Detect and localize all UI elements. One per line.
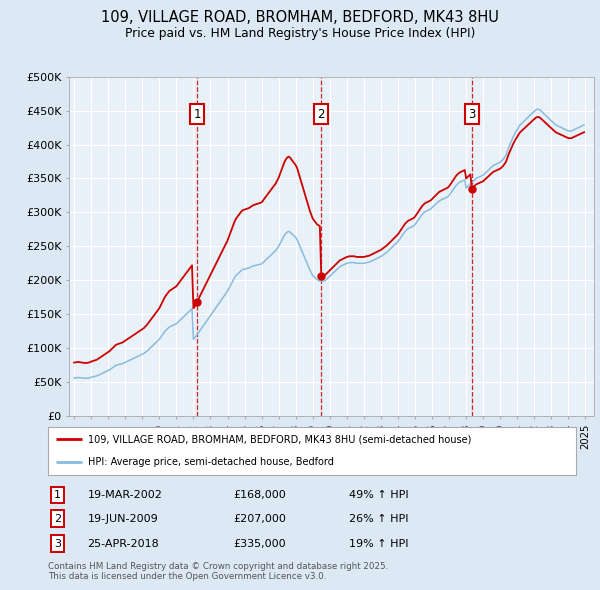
Text: 19-JUN-2009: 19-JUN-2009 bbox=[88, 514, 158, 523]
Text: Price paid vs. HM Land Registry's House Price Index (HPI): Price paid vs. HM Land Registry's House … bbox=[125, 27, 475, 40]
Text: £335,000: £335,000 bbox=[233, 539, 286, 549]
Text: Contains HM Land Registry data © Crown copyright and database right 2025.
This d: Contains HM Land Registry data © Crown c… bbox=[48, 562, 388, 581]
Text: 3: 3 bbox=[54, 539, 61, 549]
Text: 2: 2 bbox=[54, 514, 61, 523]
Text: 109, VILLAGE ROAD, BROMHAM, BEDFORD, MK43 8HU (semi-detached house): 109, VILLAGE ROAD, BROMHAM, BEDFORD, MK4… bbox=[88, 434, 471, 444]
Text: £207,000: £207,000 bbox=[233, 514, 286, 523]
Text: 19-MAR-2002: 19-MAR-2002 bbox=[88, 490, 163, 500]
Text: 19% ↑ HPI: 19% ↑ HPI bbox=[349, 539, 409, 549]
Text: HPI: Average price, semi-detached house, Bedford: HPI: Average price, semi-detached house,… bbox=[88, 457, 334, 467]
Text: £168,000: £168,000 bbox=[233, 490, 286, 500]
Text: 26% ↑ HPI: 26% ↑ HPI bbox=[349, 514, 409, 523]
Text: 2: 2 bbox=[317, 107, 325, 120]
Text: 109, VILLAGE ROAD, BROMHAM, BEDFORD, MK43 8HU: 109, VILLAGE ROAD, BROMHAM, BEDFORD, MK4… bbox=[101, 10, 499, 25]
Text: 3: 3 bbox=[468, 107, 475, 120]
Text: 49% ↑ HPI: 49% ↑ HPI bbox=[349, 490, 409, 500]
Text: 1: 1 bbox=[193, 107, 201, 120]
Text: 25-APR-2018: 25-APR-2018 bbox=[88, 539, 160, 549]
Text: 1: 1 bbox=[54, 490, 61, 500]
